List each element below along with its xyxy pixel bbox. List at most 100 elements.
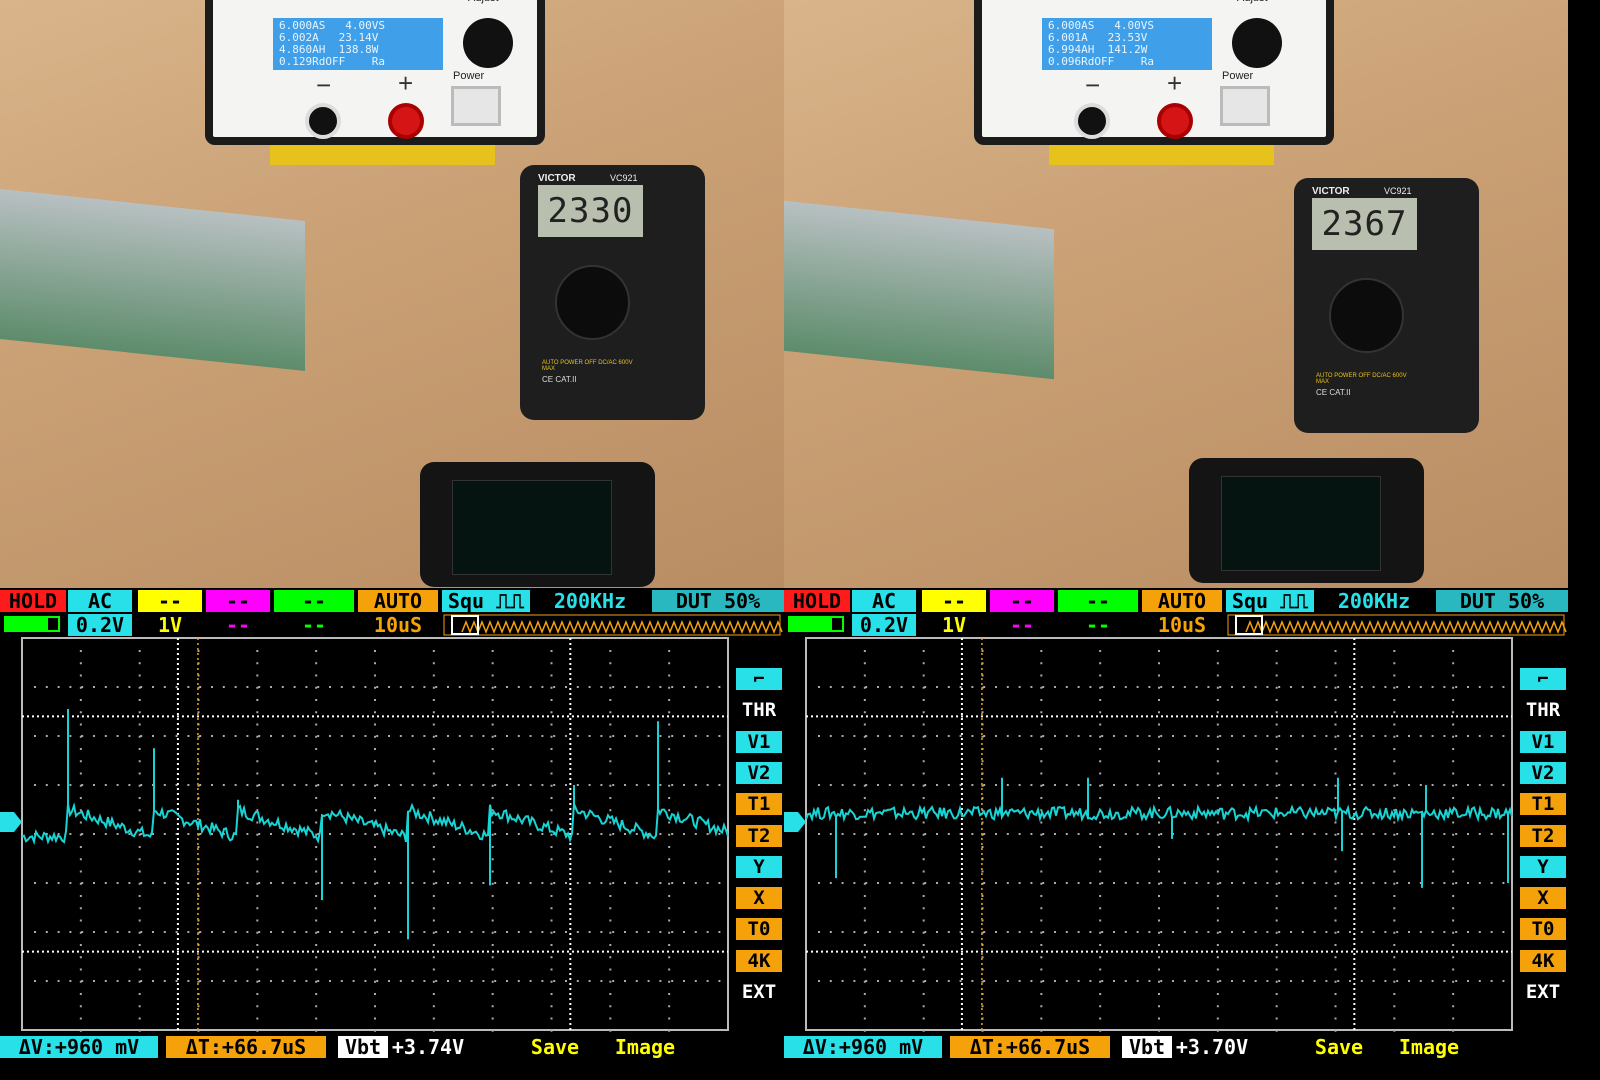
- multimeter-dial[interactable]: [555, 265, 630, 340]
- multimeter-model: VC921: [1384, 186, 1412, 196]
- channel-a-trace: [21, 709, 729, 940]
- volts-per-div[interactable]: 0.2V: [68, 614, 132, 636]
- save-button[interactable]: Save: [530, 1035, 580, 1059]
- duty-button[interactable]: DUT 50%: [1436, 590, 1568, 612]
- waveform-type-button[interactable]: Squ ⎍⎍: [1226, 590, 1314, 612]
- trigger-mode-button[interactable]: AUTO: [358, 590, 438, 612]
- power-label: Power: [1222, 70, 1254, 82]
- view-window[interactable]: [451, 615, 479, 635]
- coupling-button[interactable]: AC: [852, 590, 916, 612]
- multimeter-reading: 2330: [538, 185, 643, 237]
- negative-terminal: [305, 103, 341, 139]
- side-button-t0[interactable]: T0: [736, 918, 782, 941]
- waveform-type-button[interactable]: Squ ⎍⎍: [442, 590, 530, 612]
- side-button-thr[interactable]: THR: [1520, 699, 1566, 722]
- side-button-t2[interactable]: T2: [1520, 824, 1566, 847]
- channel-b-button[interactable]: --: [922, 590, 986, 612]
- power-switch[interactable]: [1220, 86, 1270, 126]
- minus-label: −: [1085, 70, 1101, 100]
- multimeter-dial[interactable]: [1329, 278, 1404, 353]
- battery-icon: [4, 616, 60, 632]
- grid-dots: [34, 650, 721, 1032]
- side-button-4k[interactable]: 4K: [736, 949, 782, 972]
- volts-per-div[interactable]: 0.2V: [852, 614, 916, 636]
- multimeter-cat: CE CAT.II: [542, 375, 577, 384]
- battery-voltage: +3.74V: [391, 1035, 465, 1059]
- panel-before: 6.000AS 4.00VS 6.002A 23.14V 4.860AH 138.8…: [0, 0, 784, 1080]
- side-button-v2[interactable]: V2: [1520, 761, 1566, 784]
- positive-terminal: [1157, 103, 1193, 139]
- multimeter: VICTOR VC921 2330 AUTO POWER OFF DC/AC 600V…: [520, 165, 705, 420]
- plus-label: +: [1167, 68, 1183, 98]
- side-button-trigger-edge[interactable]: ⌐: [1520, 668, 1566, 690]
- power-label: Power: [453, 70, 485, 82]
- handheld-oscilloscope-screen: [1221, 476, 1381, 571]
- oscilloscope-screen: HOLD AC -- -- -- AUTO Squ ⎍⎍ 200KHz DUT 50% 0.2V 1…: [784, 588, 1568, 1080]
- side-button-x[interactable]: X: [1520, 887, 1566, 910]
- channel-marker[interactable]: [784, 812, 806, 832]
- trigger-mode-button[interactable]: AUTO: [1142, 590, 1222, 612]
- multimeter-brand: VICTOR: [538, 173, 576, 184]
- image-button[interactable]: Image: [1398, 1035, 1460, 1059]
- side-button-x[interactable]: X: [736, 887, 782, 910]
- channel-b-button[interactable]: --: [138, 590, 202, 612]
- status-button[interactable]: HOLD: [784, 590, 850, 612]
- adjust-knob[interactable]: [1232, 18, 1282, 68]
- side-button-4k[interactable]: 4K: [1520, 949, 1566, 972]
- side-button-v1[interactable]: V1: [1520, 730, 1566, 753]
- channel-a-trace: [805, 777, 1513, 888]
- channel-d-scale[interactable]: --: [301, 613, 327, 637]
- image-button[interactable]: Image: [614, 1035, 676, 1059]
- channel-d-button[interactable]: --: [1058, 590, 1138, 612]
- frequency-button[interactable]: 200KHz: [1337, 589, 1411, 613]
- psu-lcd-line: 0.129RdOFF Ra: [279, 55, 385, 68]
- channel-d-scale[interactable]: --: [1085, 613, 1111, 637]
- trigger-position-bar[interactable]: [443, 614, 783, 636]
- status-button[interactable]: HOLD: [0, 590, 66, 612]
- multimeter-warning: AUTO POWER OFF DC/AC 600V MAX: [1316, 373, 1407, 385]
- trigger-position-bar[interactable]: [1227, 614, 1567, 636]
- side-button-t1[interactable]: T1: [736, 793, 782, 816]
- side-button-y[interactable]: Y: [1520, 855, 1566, 878]
- handheld-oscilloscope: [1189, 458, 1424, 583]
- plus-label: +: [398, 68, 414, 98]
- battery-level: [6, 618, 48, 630]
- adjust-knob[interactable]: [463, 18, 513, 68]
- battery-voltage: +3.70V: [1175, 1035, 1249, 1059]
- side-button-y[interactable]: Y: [736, 855, 782, 878]
- side-button-trigger-edge[interactable]: ⌐: [736, 668, 782, 690]
- channel-c-button[interactable]: --: [206, 590, 270, 612]
- timebase[interactable]: 10uS: [1157, 613, 1207, 637]
- timebase[interactable]: 10uS: [373, 613, 423, 637]
- side-button-t1[interactable]: T1: [1520, 793, 1566, 816]
- channel-c-scale[interactable]: --: [225, 613, 251, 637]
- probe-setting[interactable]: 1V: [941, 613, 967, 637]
- side-button-ext[interactable]: EXT: [736, 981, 782, 1003]
- channel-c-scale[interactable]: --: [1009, 613, 1035, 637]
- psu-lcd-line: 6.994AH 141.2W: [1048, 43, 1148, 56]
- channel-c-button[interactable]: --: [990, 590, 1054, 612]
- psu-lcd-line: 6.000AS 4.00VS: [279, 19, 385, 32]
- side-button-t0[interactable]: T0: [1520, 918, 1566, 941]
- channel-d-button[interactable]: --: [274, 590, 354, 612]
- side-button-v1[interactable]: V1: [736, 730, 782, 753]
- adjust-label: Adjust: [468, 0, 499, 4]
- power-switch[interactable]: [451, 86, 501, 126]
- side-button-ext[interactable]: EXT: [1520, 981, 1566, 1003]
- coupling-button[interactable]: AC: [68, 590, 132, 612]
- multimeter: VICTOR VC921 2367 AUTO POWER OFF DC/AC 600V…: [1294, 178, 1479, 433]
- psu-lcd-line: 6.002A 23.14V: [279, 31, 379, 44]
- adjust-label: Adjust: [1237, 0, 1268, 4]
- duty-button[interactable]: DUT 50%: [652, 590, 784, 612]
- multimeter-warning: AUTO POWER OFF DC/AC 600V MAX: [542, 360, 633, 372]
- side-button-thr[interactable]: THR: [736, 699, 782, 722]
- save-button[interactable]: Save: [1314, 1035, 1364, 1059]
- waveform-display: [784, 614, 1567, 1032]
- side-button-v2[interactable]: V2: [736, 761, 782, 784]
- view-window[interactable]: [1235, 615, 1263, 635]
- side-button-t2[interactable]: T2: [736, 824, 782, 847]
- channel-marker[interactable]: [0, 812, 22, 832]
- psu-lcd: 6.000AS 4.00VS 6.001A 23.53V 6.994AH 141.2…: [1042, 18, 1212, 70]
- probe-setting[interactable]: 1V: [157, 613, 183, 637]
- frequency-button[interactable]: 200KHz: [553, 589, 627, 613]
